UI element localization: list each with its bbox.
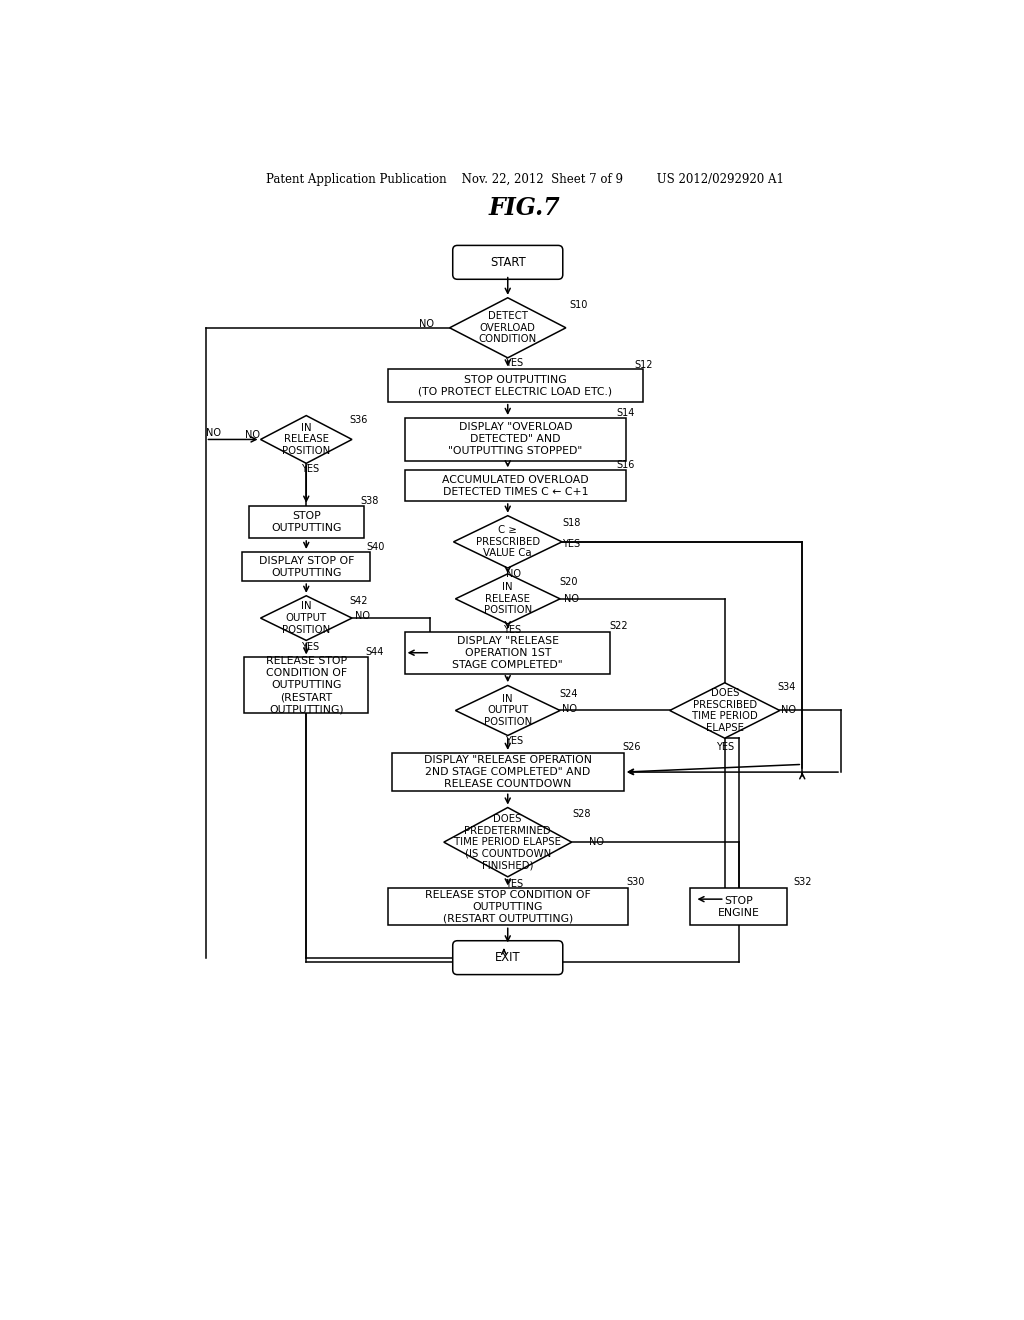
Text: S34: S34 bbox=[777, 682, 796, 693]
Bar bbox=[406, 418, 626, 461]
Text: FIG.7: FIG.7 bbox=[488, 197, 561, 220]
Text: NO: NO bbox=[354, 611, 370, 620]
Text: STOP
OUTPUTTING: STOP OUTPUTTING bbox=[271, 511, 341, 533]
Text: YES: YES bbox=[716, 742, 734, 752]
Polygon shape bbox=[456, 574, 560, 624]
Text: S20: S20 bbox=[559, 577, 578, 587]
Bar bbox=[388, 888, 628, 925]
Text: S40: S40 bbox=[367, 543, 385, 552]
Text: IN
RELEASE
POSITION: IN RELEASE POSITION bbox=[283, 422, 331, 455]
Text: Patent Application Publication    Nov. 22, 2012  Sheet 7 of 9         US 2012/02: Patent Application Publication Nov. 22, … bbox=[266, 173, 783, 186]
Text: DISPLAY "RELEASE
OPERATION 1ST
STAGE COMPLETED": DISPLAY "RELEASE OPERATION 1ST STAGE COM… bbox=[453, 636, 563, 669]
Text: YES: YES bbox=[505, 879, 523, 888]
Text: NO: NO bbox=[245, 430, 259, 440]
Text: YES: YES bbox=[301, 463, 319, 474]
Text: YES: YES bbox=[503, 624, 520, 635]
Text: NO: NO bbox=[562, 704, 578, 714]
Polygon shape bbox=[670, 682, 779, 738]
Text: RELEASE STOP CONDITION OF
OUTPUTTING
(RESTART OUTPUTTING): RELEASE STOP CONDITION OF OUTPUTTING (RE… bbox=[425, 890, 591, 924]
FancyBboxPatch shape bbox=[453, 246, 563, 280]
Text: NO: NO bbox=[564, 594, 579, 603]
Polygon shape bbox=[260, 595, 352, 640]
Text: NO: NO bbox=[590, 837, 604, 847]
Text: YES: YES bbox=[505, 358, 523, 368]
Text: S28: S28 bbox=[572, 809, 591, 820]
Polygon shape bbox=[260, 416, 352, 463]
Text: IN
OUTPUT
POSITION: IN OUTPUT POSITION bbox=[483, 694, 531, 727]
Bar bbox=[406, 631, 610, 675]
Bar bbox=[391, 752, 624, 792]
Text: S26: S26 bbox=[623, 742, 641, 751]
Text: STOP
ENGINE: STOP ENGINE bbox=[718, 896, 760, 917]
Polygon shape bbox=[456, 685, 560, 735]
Text: NO: NO bbox=[507, 569, 521, 579]
Text: YES: YES bbox=[505, 737, 523, 746]
Bar bbox=[245, 657, 369, 713]
Text: DOES
PRESCRIBED
TIME PERIOD
ELAPSE: DOES PRESCRIBED TIME PERIOD ELAPSE bbox=[692, 688, 758, 733]
Text: START: START bbox=[489, 256, 525, 269]
Text: C ≥
PRESCRIBED
VALUE Ca: C ≥ PRESCRIBED VALUE Ca bbox=[476, 525, 540, 558]
Text: S18: S18 bbox=[562, 519, 581, 528]
Text: DISPLAY "OVERLOAD
DETECTED" AND
"OUTPUTTING STOPPED": DISPLAY "OVERLOAD DETECTED" AND "OUTPUTT… bbox=[449, 422, 583, 457]
Text: YES: YES bbox=[301, 642, 319, 652]
Text: S36: S36 bbox=[350, 416, 369, 425]
Text: S24: S24 bbox=[559, 689, 578, 698]
Polygon shape bbox=[443, 808, 571, 876]
Bar bbox=[249, 506, 364, 539]
Text: S44: S44 bbox=[366, 647, 384, 657]
Text: S16: S16 bbox=[616, 459, 635, 470]
Text: DISPLAY STOP OF
OUTPUTTING: DISPLAY STOP OF OUTPUTTING bbox=[259, 556, 354, 578]
Text: NO: NO bbox=[419, 319, 434, 329]
Polygon shape bbox=[450, 298, 566, 358]
Text: S32: S32 bbox=[793, 878, 811, 887]
Text: NO: NO bbox=[206, 428, 221, 438]
Text: RELEASE STOP
CONDITION OF
OUTPUTTING
(RESTART
OUTPUTTING): RELEASE STOP CONDITION OF OUTPUTTING (RE… bbox=[265, 656, 347, 714]
Text: EXIT: EXIT bbox=[495, 952, 520, 964]
Text: S22: S22 bbox=[609, 620, 628, 631]
Bar bbox=[388, 370, 643, 401]
Text: S12: S12 bbox=[634, 360, 652, 370]
Text: STOP OUTPUTTING
(TO PROTECT ELECTRIC LOAD ETC.): STOP OUTPUTTING (TO PROTECT ELECTRIC LOA… bbox=[419, 375, 612, 396]
Bar bbox=[406, 470, 626, 502]
Polygon shape bbox=[454, 516, 562, 568]
Text: S14: S14 bbox=[616, 408, 635, 417]
FancyBboxPatch shape bbox=[453, 941, 563, 974]
Bar bbox=[243, 552, 371, 581]
Text: S42: S42 bbox=[350, 597, 369, 606]
Text: NO: NO bbox=[781, 705, 796, 715]
Text: IN
RELEASE
POSITION: IN RELEASE POSITION bbox=[483, 582, 531, 615]
Text: DISPLAY "RELEASE OPERATION
2ND STAGE COMPLETED" AND
RELEASE COUNTDOWN: DISPLAY "RELEASE OPERATION 2ND STAGE COM… bbox=[424, 755, 592, 789]
Text: S38: S38 bbox=[360, 496, 379, 506]
Bar bbox=[690, 888, 787, 925]
Text: S10: S10 bbox=[570, 300, 588, 310]
Text: YES: YES bbox=[562, 539, 581, 549]
Text: DOES
PREDETERMINED
TIME PERIOD ELAPSE
(IS COUNTDOWN
FINISHED): DOES PREDETERMINED TIME PERIOD ELAPSE (I… bbox=[455, 814, 561, 870]
Text: DETECT
OVERLOAD
CONDITION: DETECT OVERLOAD CONDITION bbox=[478, 312, 537, 345]
Text: S30: S30 bbox=[627, 878, 645, 887]
Text: ACCUMULATED OVERLOAD
DETECTED TIMES C ← C+1: ACCUMULATED OVERLOAD DETECTED TIMES C ← … bbox=[442, 475, 589, 496]
Text: IN
OUTPUT
POSITION: IN OUTPUT POSITION bbox=[283, 602, 331, 635]
